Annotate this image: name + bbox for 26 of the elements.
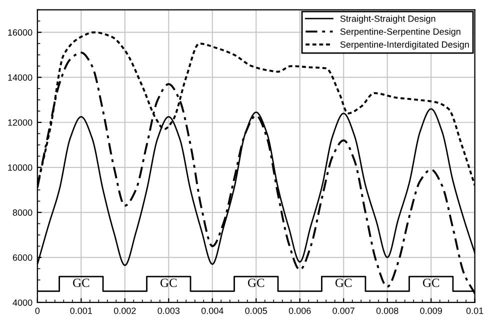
annotation: GC	[248, 278, 264, 288]
x-tick-label: 0.008	[376, 308, 398, 314]
annotation: GC	[160, 278, 177, 288]
x-tick-label: 0.007	[332, 308, 354, 314]
x-tick-label: 0.006	[288, 308, 311, 314]
x-tick-label: 0.001	[70, 308, 92, 314]
x-tick-label: 0.005	[245, 308, 268, 314]
annotation: GC	[72, 278, 90, 288]
annotation: GC	[335, 278, 352, 288]
y-tick-label: 14000	[8, 74, 32, 81]
y-tick-label: 16000	[8, 29, 32, 36]
legend-label: Straight-Straight Design	[340, 15, 436, 24]
legend-label: Serpentine-Interdigitated Design	[340, 41, 469, 50]
annotation: GC	[422, 278, 440, 288]
x-tick-label: 0.003	[158, 308, 180, 314]
x-tick-label: 0.002	[114, 308, 136, 314]
x-tick-label: 0.01	[466, 308, 484, 314]
x-tick-label: 0	[35, 308, 40, 314]
y-tick-label: 10000	[8, 164, 32, 171]
x-tick-label: 0.004	[201, 308, 224, 314]
y-tick-label: 6000	[12, 254, 32, 261]
y-tick-label: 4000	[12, 299, 32, 306]
y-tick-label: 12000	[8, 119, 32, 126]
x-tick-label: 0.009	[420, 308, 442, 314]
legend-label: Serpentine-Serpentine Design	[340, 28, 460, 37]
y-tick-label: 8000	[12, 209, 32, 216]
